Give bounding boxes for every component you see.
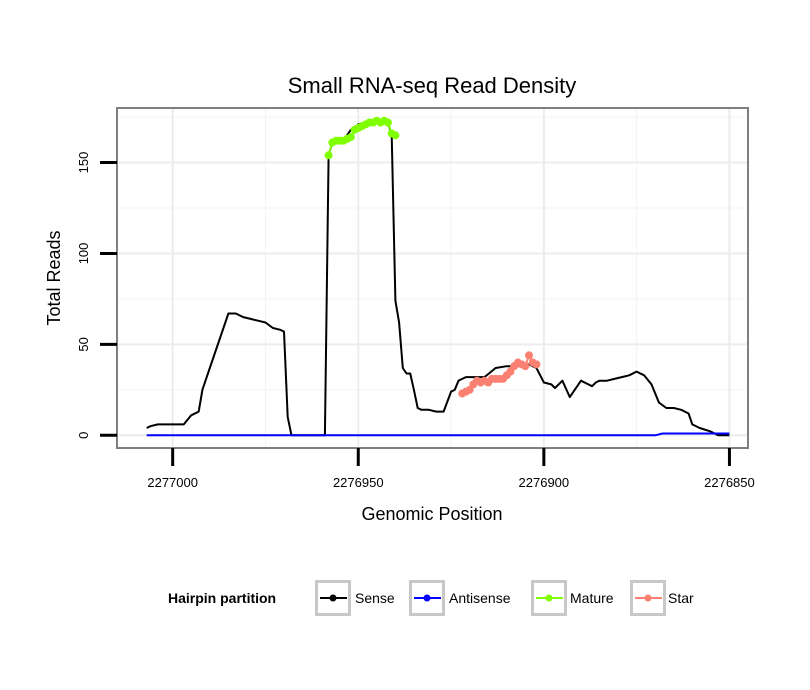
series-line-sense	[146, 121, 730, 437]
data-point-star	[532, 360, 541, 369]
chart-title: Small RNA-seq Read Density	[288, 73, 577, 98]
legend-item-mature: Mature	[531, 580, 614, 616]
x-tick-label: 2277000	[147, 475, 198, 490]
legend-label-star: Star	[668, 590, 694, 606]
x-axis: 2277000 2276950 2276900 2276850	[147, 448, 755, 490]
y-tick-label: 50	[76, 337, 91, 351]
legend-key-dot-star	[644, 594, 652, 602]
data-point-star	[525, 351, 534, 360]
plot-border	[116, 107, 749, 449]
y-axis-title: Total Reads	[44, 230, 64, 325]
data-point-mature	[383, 118, 392, 127]
data-point-mature	[346, 133, 355, 142]
legend-item-sense: Sense	[315, 580, 395, 616]
data-point-star	[521, 362, 530, 371]
legend-label-antisense: Antisense	[449, 590, 511, 606]
x-tick-label: 2276900	[519, 475, 570, 490]
legend-label-sense: Sense	[355, 590, 395, 606]
series-layer	[146, 116, 730, 437]
gridlines	[117, 108, 748, 448]
y-tick-label: 150	[76, 152, 91, 174]
y-tick-label: 100	[76, 243, 91, 265]
data-point-mature	[324, 151, 333, 160]
x-tick-label: 2276950	[333, 475, 384, 490]
legend-title: Hairpin partition	[168, 590, 276, 606]
x-axis-title: Genomic Position	[361, 504, 502, 524]
legend-item-antisense: Antisense	[409, 580, 511, 616]
legend-key-dot-sense	[329, 594, 337, 602]
legend-item-star: Star	[630, 580, 694, 616]
y-axis: 0 50 100 150	[76, 152, 117, 439]
data-point-mature	[391, 131, 400, 140]
legend-key-dot-antisense	[423, 594, 431, 602]
y-tick-label: 0	[76, 432, 91, 439]
plot-panel	[116, 107, 749, 449]
legend: Hairpin partition Sense Antisense Mature St…	[168, 580, 694, 616]
x-tick-label: 2276850	[704, 475, 755, 490]
plot-background	[117, 108, 748, 448]
legend-key-dot-mature	[545, 594, 553, 602]
legend-label-mature: Mature	[570, 590, 614, 606]
series-line-antisense	[146, 432, 730, 437]
